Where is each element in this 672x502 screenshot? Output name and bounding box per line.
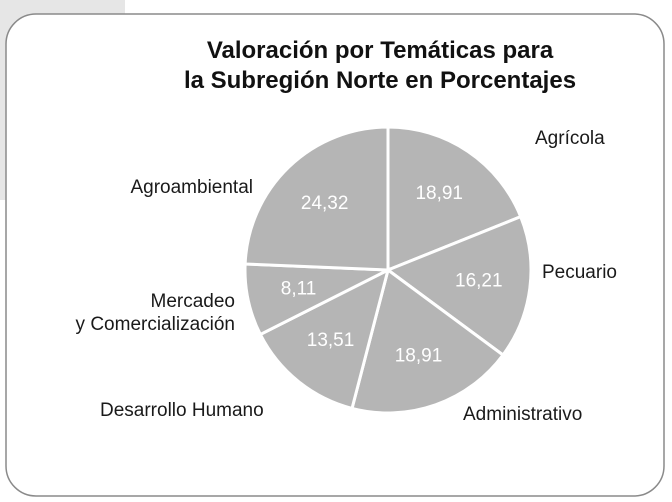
value-label: 13,51 — [307, 330, 355, 351]
pie-slice — [384, 214, 533, 358]
value-label: 24,32 — [301, 193, 349, 214]
category-label: Desarrollo Humano — [100, 400, 264, 421]
value-label: 18,91 — [395, 345, 443, 366]
value-label: 8,11 — [281, 278, 317, 299]
value-label: 16,21 — [455, 271, 503, 292]
pie-slice — [386, 125, 523, 273]
pie-slice — [350, 267, 506, 415]
category-label: Administrativo — [463, 404, 583, 425]
category-label: Agroambiental — [130, 177, 253, 198]
pie-slice — [258, 267, 391, 411]
category-label: Agrícola — [535, 128, 605, 149]
category-label: Mercadeo y Comercialización — [75, 291, 235, 335]
chart-title: Valoración por Temáticas para la Subregi… — [183, 37, 577, 94]
value-label: 18,91 — [415, 183, 463, 204]
pie-slice — [243, 125, 390, 272]
category-label: Pecuario — [542, 262, 617, 283]
